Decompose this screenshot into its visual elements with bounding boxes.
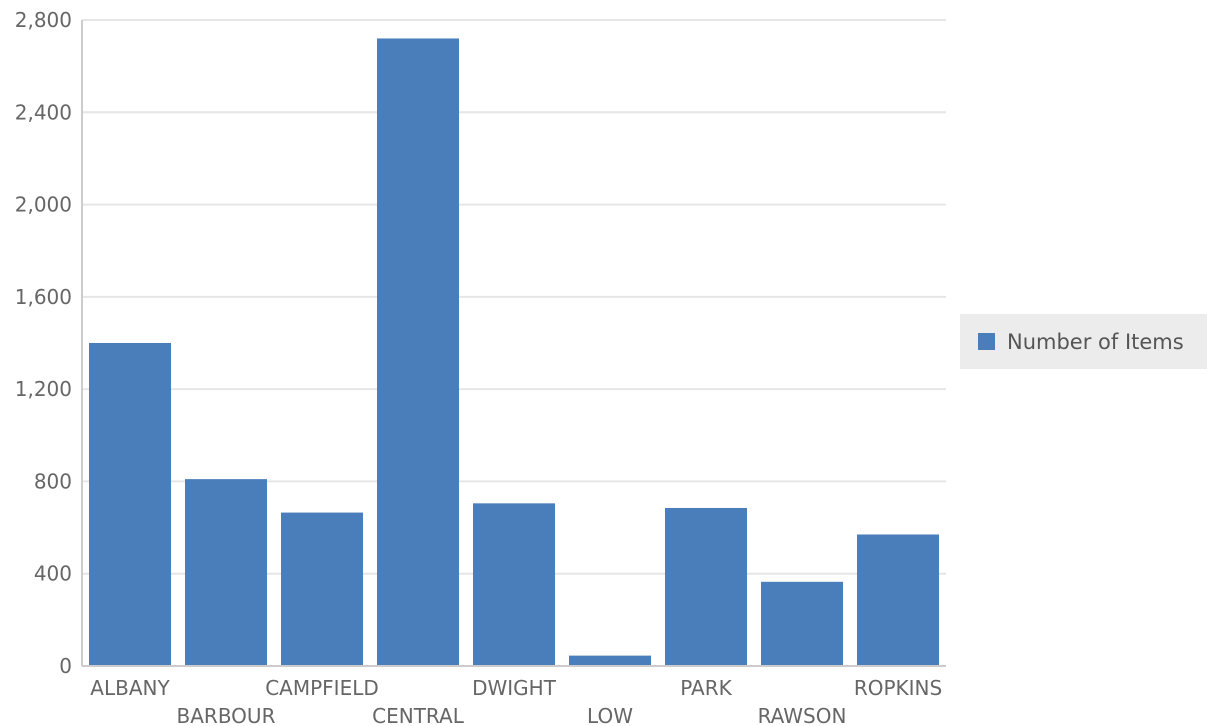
y-tick-label: 2,000 <box>15 193 72 217</box>
x-tick-label: CENTRAL <box>372 704 465 726</box>
bar-central <box>377 38 459 666</box>
x-tick-label: LOW <box>587 704 633 726</box>
x-tick-label: ROPKINS <box>854 676 942 700</box>
bar-park <box>665 507 747 666</box>
bar-barbour <box>185 479 267 666</box>
x-tick-label: CAMPFIELD <box>265 676 379 700</box>
y-tick-label: 1,600 <box>15 285 72 309</box>
bar-low <box>569 655 651 666</box>
x-tick-label: PARK <box>680 676 732 700</box>
bar-campfield <box>281 512 363 666</box>
bar-albany <box>89 343 171 666</box>
y-tick-label: 1,200 <box>15 377 72 401</box>
legend-label-number-of-items: Number of Items <box>1007 329 1184 354</box>
bars <box>89 38 939 666</box>
x-tick-label: RAWSON <box>758 704 847 726</box>
bar-dwight <box>473 503 555 666</box>
y-tick-label: 0 <box>59 654 72 678</box>
axes <box>81 20 946 667</box>
legend: Number of Items <box>960 314 1207 369</box>
y-tick-label: 2,800 <box>15 8 72 32</box>
y-tick-label: 2,400 <box>15 100 72 124</box>
y-tick-label: 800 <box>34 469 72 493</box>
y-tick-labels: 0 400 800 1,200 1,600 2,000 2,400 2,800 <box>15 8 72 678</box>
legend-swatch <box>978 333 995 350</box>
bar-rawson <box>761 581 843 666</box>
x-tick-label: ALBANY <box>90 676 170 700</box>
x-tick-labels: ALBANY BARBOUR CAMPFIELD CENTRAL DWIGHT LOW PA… <box>90 676 942 726</box>
bar-ropkins <box>857 534 939 666</box>
x-tick-label: DWIGHT <box>472 676 557 700</box>
y-tick-label: 400 <box>34 562 72 586</box>
x-tick-label: BARBOUR <box>177 704 276 726</box>
